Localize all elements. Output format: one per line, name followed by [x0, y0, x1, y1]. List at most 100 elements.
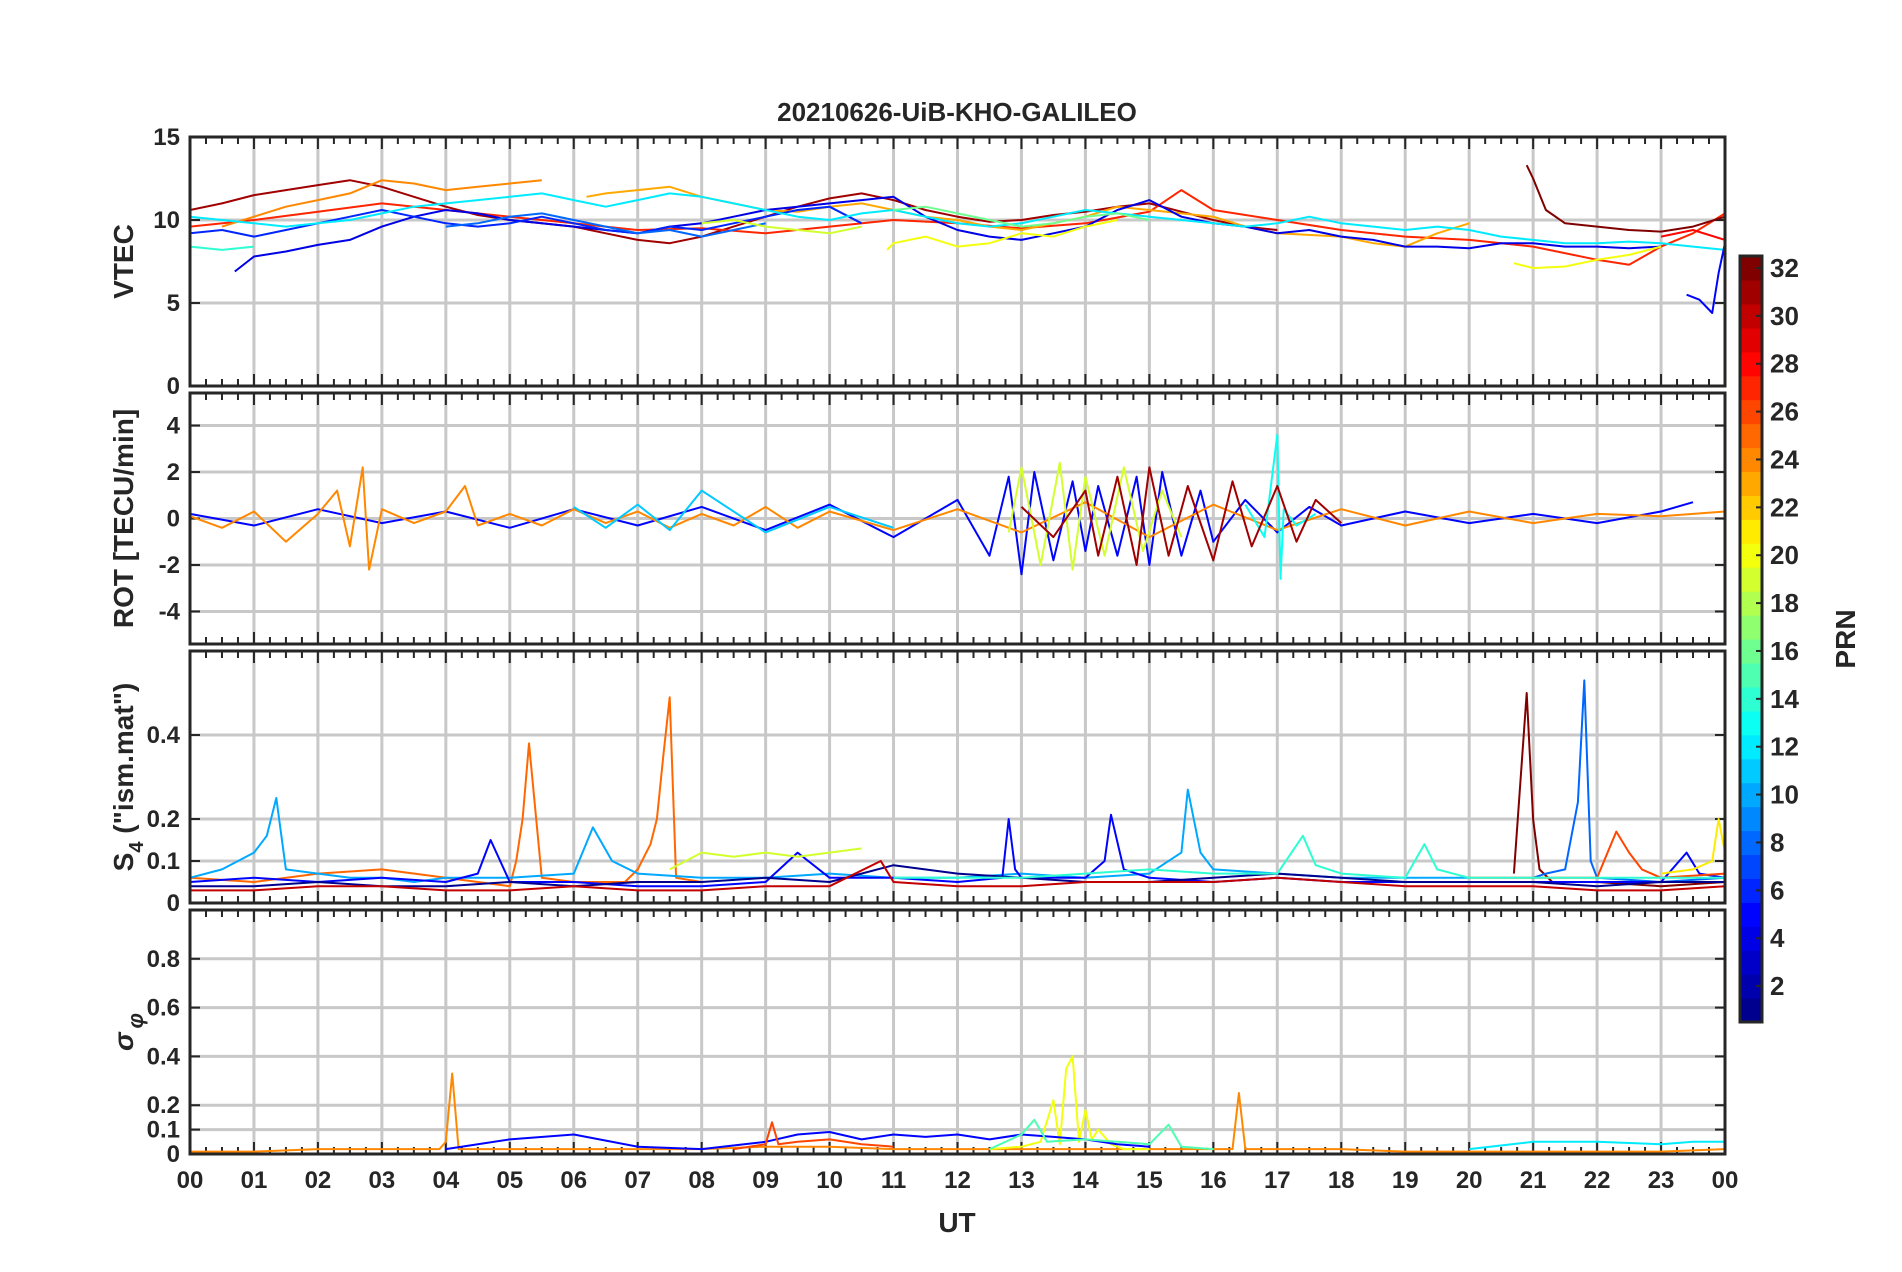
axes-frame	[188, 649, 1727, 905]
x-axis-label: UT	[938, 1207, 975, 1238]
x-tick-label: 21	[1520, 1167, 1547, 1194]
series-prn-1	[190, 864, 1725, 888]
series-group	[190, 164, 1725, 314]
x-tick-label: 11	[881, 1167, 906, 1194]
series-prn-20	[1513, 245, 1662, 270]
series-prn-21	[1660, 818, 1725, 875]
series-prn-24	[190, 1072, 1725, 1153]
y-tick-label: 0.1	[147, 848, 180, 875]
series-prn-8	[1532, 679, 1725, 883]
colorbar-tick-label: 22	[1770, 492, 1799, 522]
series-prn-28	[1660, 229, 1725, 241]
axes-frame	[188, 391, 1727, 646]
series-prn-19	[669, 847, 862, 871]
colorbar-tick-label: 26	[1770, 397, 1799, 427]
x-tick-label: 12	[944, 1167, 971, 1194]
y-label-subscript: 4	[126, 841, 148, 853]
chart-title: 20210626-UiB-KHO-GALILEO	[777, 97, 1137, 127]
colorbar-swatch	[1740, 351, 1762, 377]
panel-vtec: 0 5 10 15 VTEC	[108, 124, 1727, 400]
colorbar-swatch	[1740, 399, 1762, 425]
x-tick-label: 00	[1712, 1167, 1739, 1194]
y-tick-label: 0.6	[147, 995, 180, 1022]
y-tick-label: 0	[167, 890, 180, 917]
colorbar-swatch	[1740, 878, 1762, 903]
colorbar-tick-label: 8	[1770, 827, 1784, 857]
x-tick-label: 20	[1456, 1167, 1483, 1194]
series-prn-15	[989, 1118, 1214, 1151]
colorbar-swatch	[1740, 256, 1762, 281]
colorbar-swatch	[1740, 734, 1762, 760]
y-tick-label: 0	[167, 1141, 180, 1168]
series-group	[190, 1055, 1725, 1153]
colorbar-swatch	[1740, 974, 1762, 999]
y-axis-label: ROT [TECU/min]	[108, 409, 139, 628]
x-tick-label: 01	[241, 1167, 268, 1194]
series-prn-20	[886, 219, 1118, 251]
colorbar-tick-label: 30	[1770, 301, 1799, 331]
colorbar-swatch	[1740, 758, 1762, 784]
series-prn-31	[1020, 466, 1342, 566]
colorbar-swatch	[1740, 686, 1762, 712]
colorbar-swatch	[1740, 854, 1762, 879]
colorbar-swatch	[1740, 830, 1762, 856]
y-tick-label: 0	[167, 373, 180, 400]
y-tick-label: 0.4	[147, 1043, 181, 1070]
y-tick-label: -4	[159, 598, 181, 625]
x-tick-label: 17	[1264, 1167, 1291, 1194]
x-tick-label: 00	[177, 1167, 204, 1194]
y-label-part: σ	[108, 1031, 139, 1051]
colorbar-tick-label: 18	[1770, 588, 1799, 618]
x-tick-label: 10	[816, 1167, 843, 1194]
x-tick-label: 16	[1200, 1167, 1227, 1194]
colorbar-tick-label: 14	[1770, 684, 1799, 714]
colorbar-swatch	[1740, 806, 1762, 832]
colorbar-swatch	[1740, 662, 1762, 688]
colorbar-swatch	[1740, 998, 1762, 1023]
series-prn-24	[190, 466, 1725, 571]
y-label-part: ("ism.mat")	[108, 683, 139, 842]
series-prn-32	[1525, 164, 1725, 233]
colorbar-swatch	[1740, 447, 1762, 473]
colorbar-tick-label: 2	[1770, 971, 1784, 1001]
colorbar-tick-label: 24	[1770, 444, 1799, 474]
colorbar-swatch	[1740, 375, 1762, 401]
axes-frame	[188, 135, 1727, 388]
x-tick-label: 02	[305, 1167, 332, 1194]
panel-s4: 00.10.20.4S4 ("ism.mat")	[108, 649, 1727, 917]
x-tick-label: 13	[1008, 1167, 1035, 1194]
colorbar-swatch	[1740, 591, 1762, 616]
y-label-subscript: φ	[123, 1013, 148, 1028]
x-tick-label: 18	[1328, 1167, 1355, 1194]
colorbar-swatch	[1740, 279, 1762, 305]
x-tick-label: 14	[1072, 1167, 1099, 1194]
series-prn-10	[190, 788, 1470, 883]
series-prn-6	[190, 205, 863, 238]
x-tick-label: 05	[496, 1167, 523, 1194]
colorbar-frame	[1738, 254, 1764, 1024]
colorbar-swatch	[1740, 710, 1762, 736]
series-prn-25	[624, 696, 702, 883]
y-tick-label: 0.1	[147, 1117, 180, 1144]
colorbar-tick-label: 10	[1770, 780, 1799, 810]
colorbar-swatch	[1740, 639, 1762, 664]
series-prn-16	[893, 205, 1150, 228]
panel-sigma: 00.10.2 0.4 0.6 0.8 σφ 00 01 02 03 04 05 06 07 08 09 10…	[108, 908, 1739, 1194]
series-prn-25	[190, 742, 638, 888]
y-axis-label: σφ	[108, 1013, 148, 1051]
colorbar-tick-label: 12	[1770, 732, 1799, 762]
panel-rot: -4 -2 0 2 4 ROT [TECU/min]	[108, 391, 1727, 646]
series-prn-24	[221, 179, 542, 228]
colorbar-tick-label: 32	[1770, 253, 1799, 283]
y-tick-label: 10	[153, 207, 180, 234]
y-tick-label: 2	[167, 459, 180, 486]
series-group	[190, 433, 1725, 580]
y-tick-label: 0	[167, 506, 180, 533]
series-prn-8	[445, 212, 766, 238]
x-tick-label: 06	[560, 1167, 587, 1194]
y-tick-label: 0.4	[147, 722, 181, 749]
colorbar-tick-label: 4	[1770, 923, 1785, 953]
y-axis-label: VTEC	[108, 224, 139, 299]
